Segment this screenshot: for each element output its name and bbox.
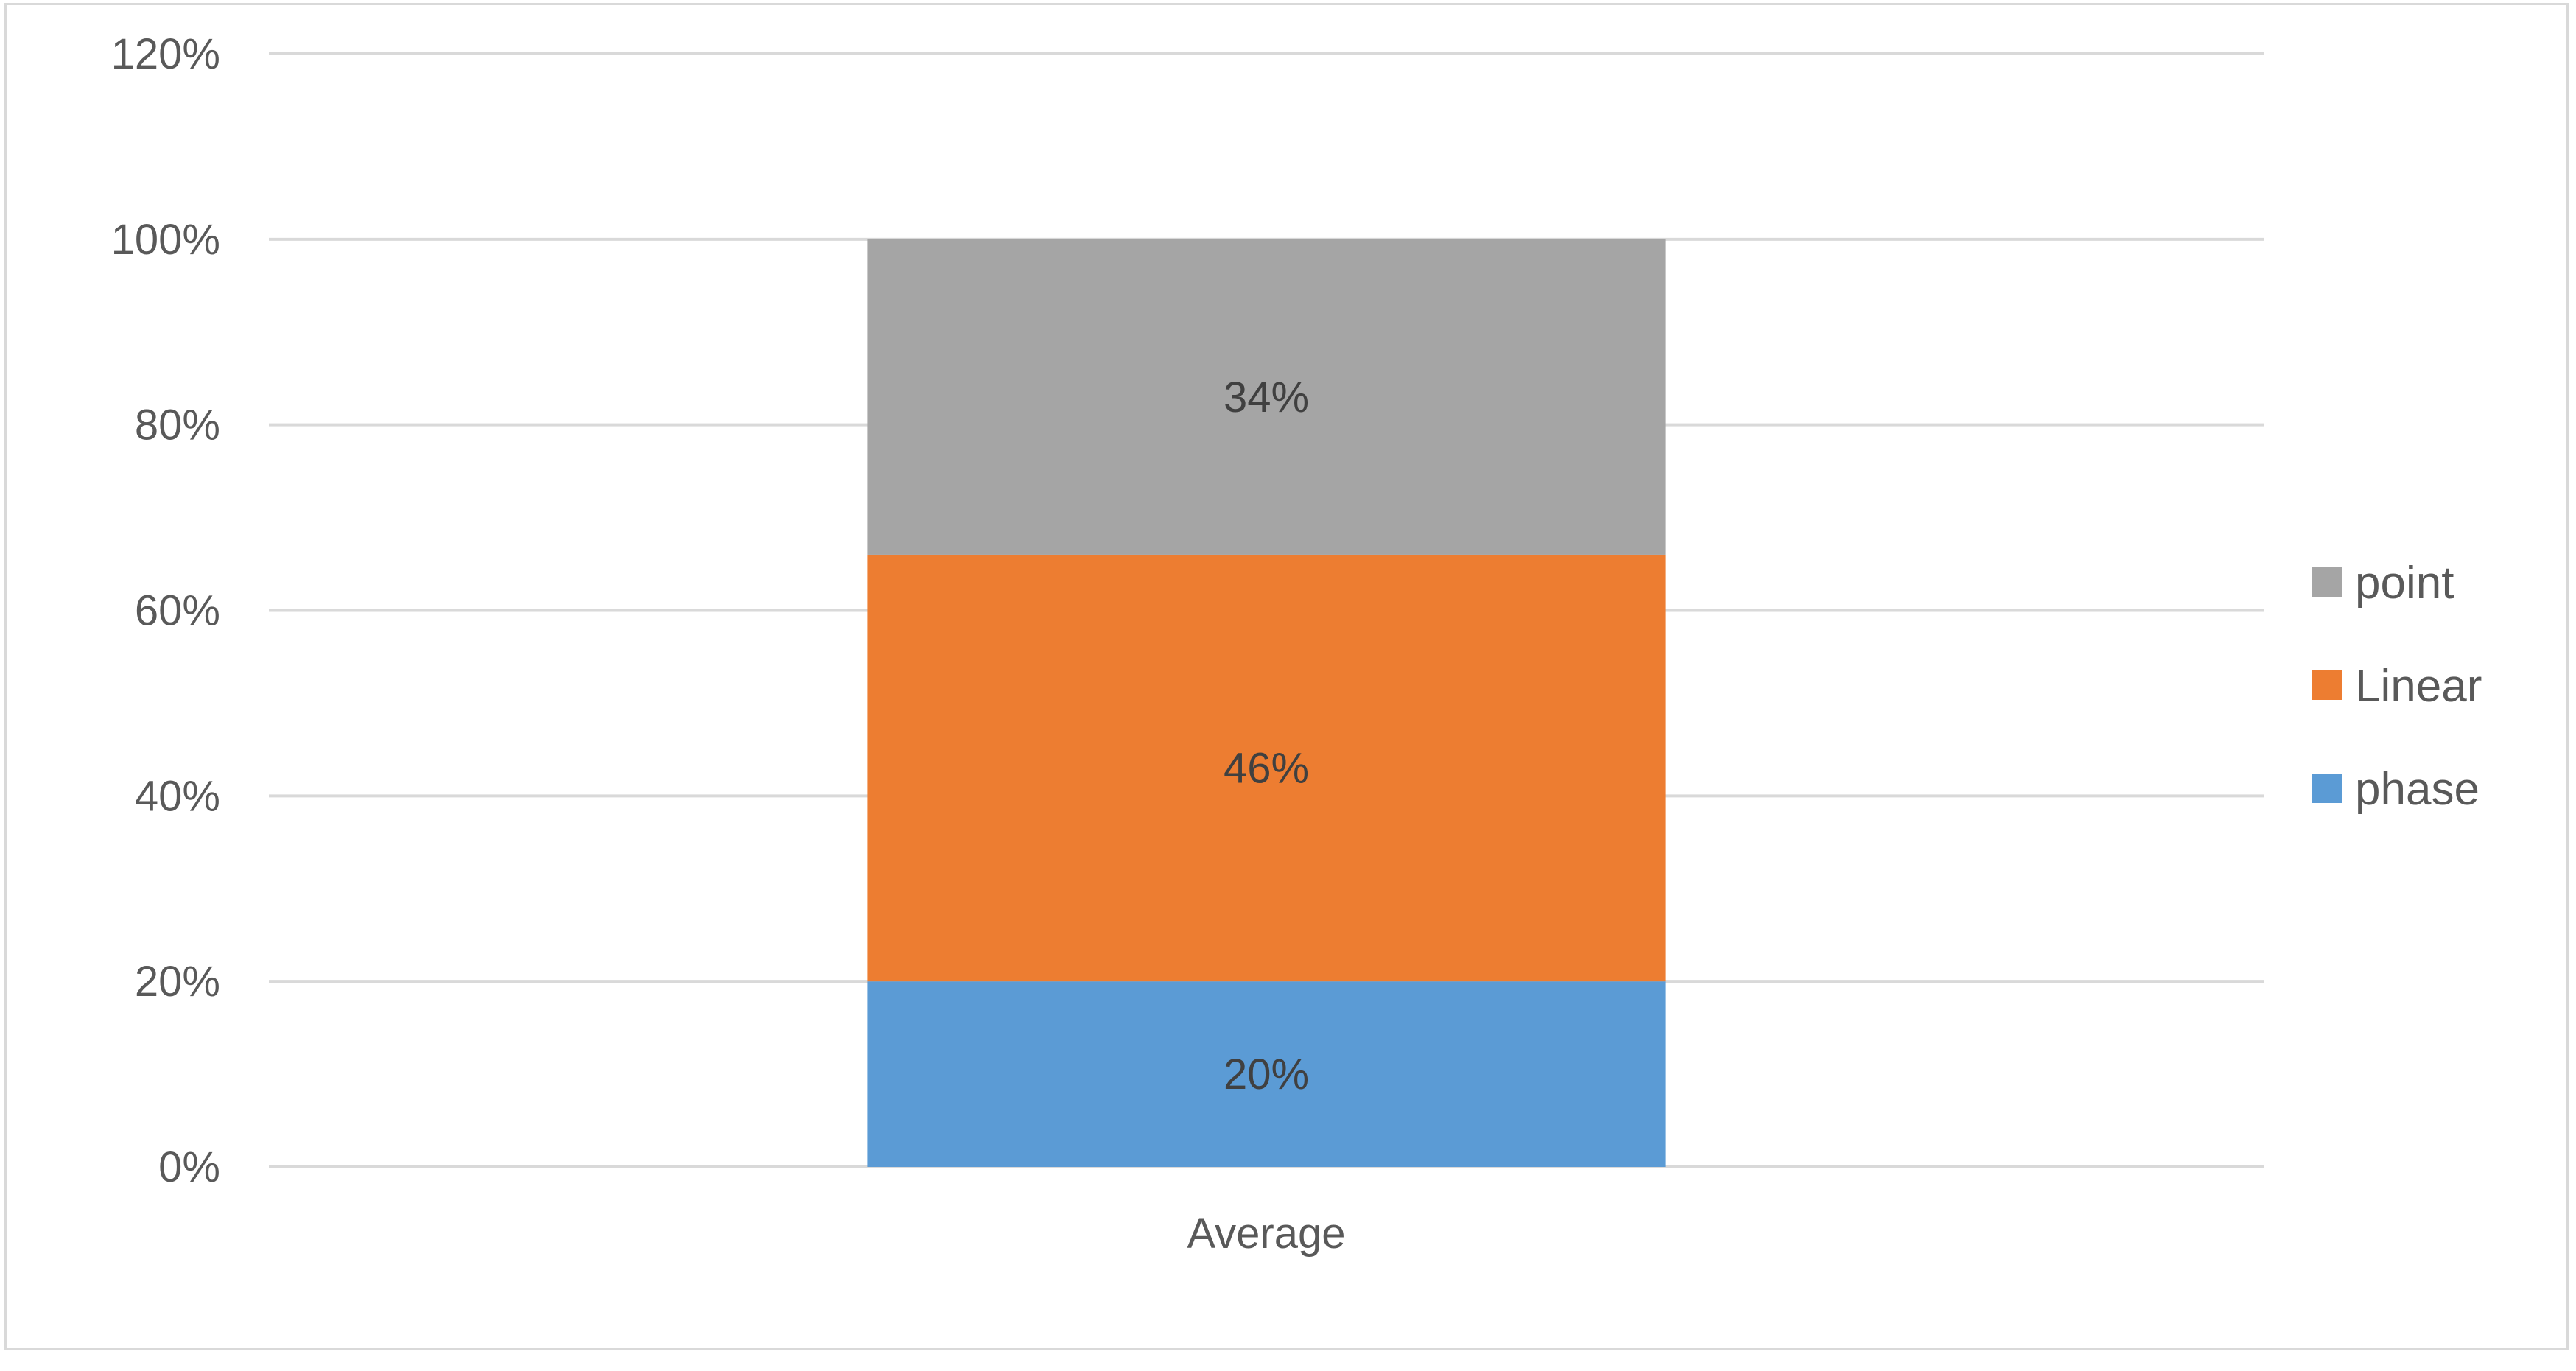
x-axis-category-labels: Average — [1187, 1210, 1346, 1258]
bar-segment-linear — [867, 554, 1666, 982]
bar-segment-phase — [867, 981, 1666, 1167]
y-tick-label: 100% — [111, 216, 220, 264]
y-tick-label: 0% — [158, 1143, 220, 1191]
y-axis-tick-labels: 0% 20% 40% 60% 80% 100% 120% — [111, 30, 220, 1191]
legend-swatch-point — [2312, 567, 2342, 597]
stacked-bar-chart: 0% 20% 40% 60% 80% 100% 120% 20% 46% 34% Average… — [111, 30, 2482, 1258]
x-category-label: Average — [1187, 1210, 1346, 1258]
data-labels: 20% 46% 34% — [1224, 374, 1309, 1098]
legend-swatch-linear — [2312, 670, 2342, 700]
legend-label-phase: phase — [2355, 764, 2480, 815]
bar-segments — [867, 239, 1666, 1167]
data-label-point: 34% — [1224, 374, 1309, 421]
legend-swatch-phase — [2312, 774, 2342, 803]
data-label-phase: 20% — [1224, 1051, 1309, 1098]
y-tick-label: 120% — [111, 30, 220, 78]
y-tick-label: 60% — [135, 587, 220, 635]
chart-frame: 0% 20% 40% 60% 80% 100% 120% 20% 46% 34% Average… — [4, 3, 2569, 1350]
y-tick-label: 20% — [135, 958, 220, 1006]
bar-segment-point — [867, 239, 1666, 555]
data-label-linear: 46% — [1224, 745, 1309, 793]
y-tick-label: 80% — [135, 402, 220, 449]
legend: point Linear phase — [2312, 558, 2482, 815]
y-tick-label: 40% — [135, 772, 220, 820]
legend-label-linear: Linear — [2355, 661, 2482, 712]
legend-label-point: point — [2355, 558, 2454, 609]
